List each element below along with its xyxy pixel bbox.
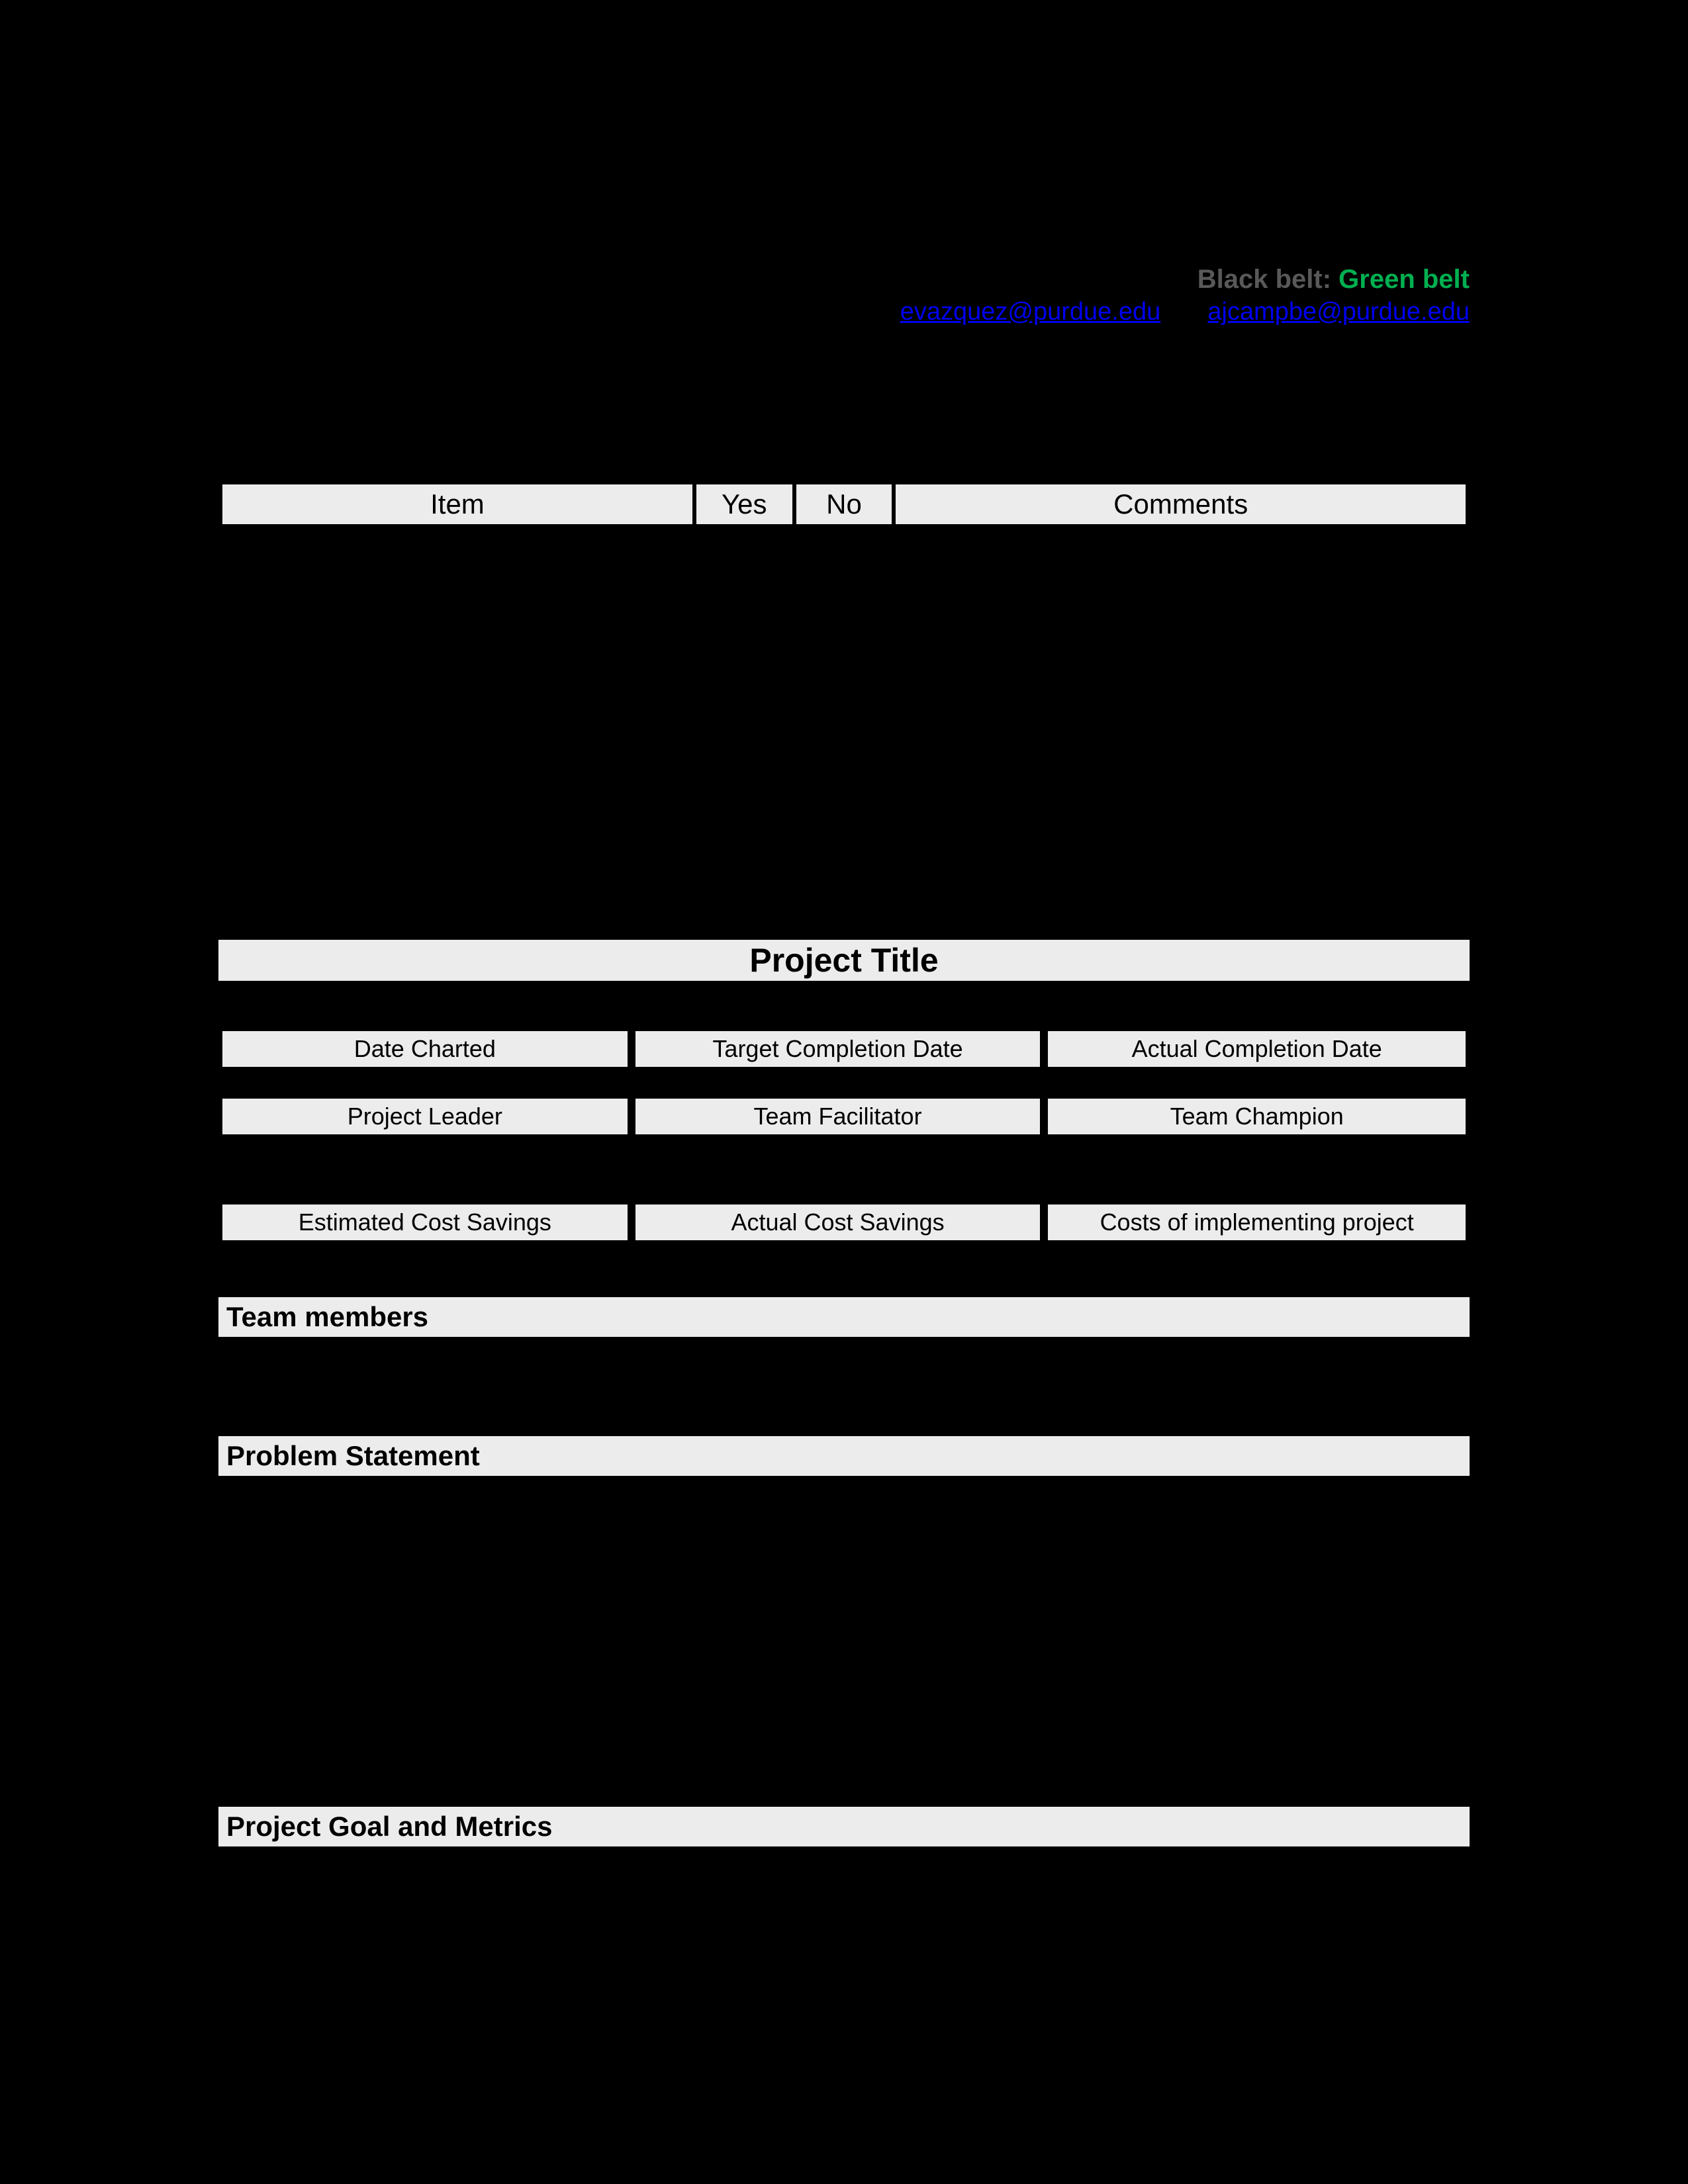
email-line: evazquez@purdue.edu ajcampbe@purdue.edu — [218, 298, 1470, 326]
col-item: Item — [220, 484, 694, 524]
col-comments: Comments — [894, 484, 1468, 524]
checklist-table: Item Yes No Comments — [218, 484, 1470, 524]
actual-savings-header: Actual Cost Savings — [632, 1205, 1045, 1240]
project-leader-header: Project Leader — [218, 1099, 632, 1134]
team-members-section: Team members — [218, 1297, 1470, 1337]
target-completion-header: Target Completion Date — [632, 1031, 1045, 1067]
actual-completion-header: Actual Completion Date — [1044, 1031, 1470, 1067]
checklist-header-row: Item Yes No Comments — [220, 484, 1468, 524]
problem-statement-section: Problem Statement — [218, 1436, 1470, 1476]
estimated-savings-header: Estimated Cost Savings — [218, 1205, 632, 1240]
project-title-bar: Project Title — [218, 940, 1470, 981]
email-link-1[interactable]: evazquez@purdue.edu — [900, 298, 1161, 326]
costs-row: Estimated Cost Savings Actual Cost Savin… — [218, 1205, 1470, 1240]
dates-row: Date Charted Target Completion Date Actu… — [218, 1031, 1470, 1067]
col-no: No — [794, 484, 894, 524]
green-belt-label: Green belt — [1338, 265, 1470, 294]
team-facilitator-header: Team Facilitator — [632, 1099, 1045, 1134]
col-yes: Yes — [694, 484, 794, 524]
date-charted-header: Date Charted — [218, 1031, 632, 1067]
team-champion-header: Team Champion — [1044, 1099, 1470, 1134]
implementation-costs-header: Costs of implementing project — [1044, 1205, 1470, 1240]
belt-separator: : — [1323, 265, 1331, 294]
email-link-2[interactable]: ajcampbe@purdue.edu — [1207, 298, 1470, 326]
belt-line: Black belt: Green belt — [218, 265, 1470, 295]
project-goal-section: Project Goal and Metrics — [218, 1807, 1470, 1846]
people-row: Project Leader Team Facilitator Team Cha… — [218, 1099, 1470, 1134]
black-belt-label: Black belt — [1197, 265, 1323, 294]
